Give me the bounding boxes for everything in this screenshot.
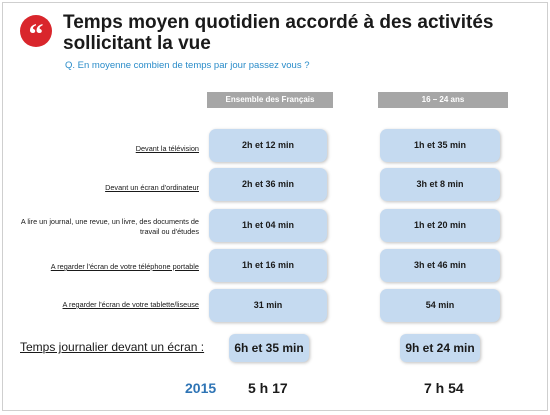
column-header-all: Ensemble des Français [207,92,333,108]
total-label: Temps journalier devant un écran : [20,340,205,354]
row-label-television: Devant la télévision [135,144,199,153]
value-cell: 3h et 46 min [380,249,500,282]
column-header-16-24: 16 – 24 ans [378,92,508,108]
row-label-tablet: A regarder l'écran de votre tablette/lis… [62,300,199,309]
quote-icon: “ [20,15,52,51]
row-label-phone: A regarder l'écran de votre téléphone po… [50,262,199,271]
slide-title: Temps moyen quotidien accordé à des acti… [63,12,494,54]
row-label-reading: A lire un journal, une revue, un livre, … [20,217,199,236]
survey-question: Q. En moyenne combien de temps par jour … [65,60,310,71]
slide: “ Temps moyen quotidien accordé à des ac… [2,2,548,411]
total-cell-all: 6h et 35 min [229,334,309,362]
value-cell: 54 min [380,289,500,322]
comparison-year: 2015 [185,380,217,396]
value-cell: 1h et 20 min [380,209,500,242]
value-cell: 3h et 8 min [380,168,500,201]
quote-glyph: “ [28,18,44,51]
value-cell: 1h et 16 min [209,249,327,282]
row-label-computer: Devant un écran d'ordinateur [105,183,199,192]
value-cell: 2h et 36 min [209,168,327,201]
value-cell: 2h et 12 min [209,129,327,162]
comparison-value-all: 5 h 17 [248,380,288,396]
comparison-value-16-24: 7 h 54 [424,380,464,396]
total-cell-16-24: 9h et 24 min [400,334,480,362]
value-cell: 1h et 35 min [380,129,500,162]
value-cell: 1h et 04 min [209,209,327,242]
value-cell: 31 min [209,289,327,322]
